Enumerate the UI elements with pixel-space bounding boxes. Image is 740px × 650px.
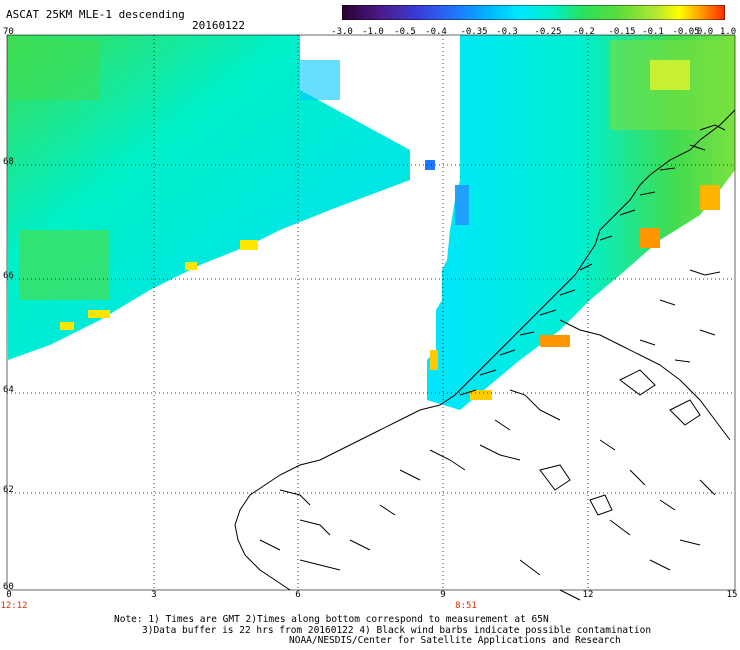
colorbar bbox=[342, 5, 725, 20]
lon-label: 9 bbox=[440, 590, 446, 600]
colorbar-labels: -3.0 -1.0 -0.5 -0.4 -0.35 -0.3 -0.25 -0.… bbox=[330, 27, 737, 39]
lon-label: 0 bbox=[6, 590, 12, 600]
map-date: 20160122 bbox=[192, 19, 245, 32]
map-frame bbox=[6, 34, 736, 591]
note-line: Note: 1) Times are GMT 2)Times along bot… bbox=[114, 614, 549, 625]
colorbar-label: -0.35 bbox=[460, 27, 488, 37]
lat-label: 70 bbox=[3, 27, 14, 37]
right-swath bbox=[427, 35, 735, 410]
lat-label: 60 bbox=[3, 582, 14, 592]
colorbar-label: -0.5 bbox=[394, 27, 416, 37]
colorbar-label: -0.25 bbox=[534, 27, 562, 37]
note-line: 3)Data buffer is 22 hrs from 20160122 4)… bbox=[142, 624, 652, 636]
colorbar-label: 1.0 bbox=[719, 27, 737, 37]
lon-label: 15 bbox=[726, 590, 738, 600]
colorbar-label: -0.4 bbox=[425, 27, 447, 37]
lat-label: 64 bbox=[3, 385, 14, 395]
coastline bbox=[234, 109, 736, 601]
note-line: NOAA/NESDIS/Center for Satellite Applica… bbox=[289, 635, 621, 646]
colorbar-label: -0.15 bbox=[608, 27, 636, 37]
grid-lines bbox=[7, 35, 735, 590]
lon-label: 3 bbox=[151, 590, 157, 600]
colorbar-label: -3.0 bbox=[331, 27, 353, 37]
lon-label: 12 bbox=[582, 590, 594, 600]
colorbar-label: -1.0 bbox=[362, 27, 384, 37]
colorbar-label: -0.05 bbox=[672, 27, 700, 37]
colorbar-label: 0.0 bbox=[696, 27, 714, 37]
lat-label: 66 bbox=[3, 271, 14, 281]
lat-label: 62 bbox=[3, 485, 14, 495]
colorbar-label: -0.1 bbox=[642, 27, 664, 37]
footer-notes: Note: 1) Times are GMT 2)Times along bot… bbox=[114, 614, 652, 647]
colorbar-label: -0.2 bbox=[573, 27, 595, 37]
lon-label: 6 bbox=[295, 590, 301, 600]
time-label: 12:12 bbox=[0, 601, 28, 611]
map-title: ASCAT 25KM MLE-1 descending bbox=[6, 8, 185, 21]
time-label: 8:51 bbox=[455, 601, 477, 611]
left-swath bbox=[7, 35, 435, 360]
lat-label: 68 bbox=[3, 157, 14, 167]
colorbar-label: -0.3 bbox=[496, 27, 518, 37]
